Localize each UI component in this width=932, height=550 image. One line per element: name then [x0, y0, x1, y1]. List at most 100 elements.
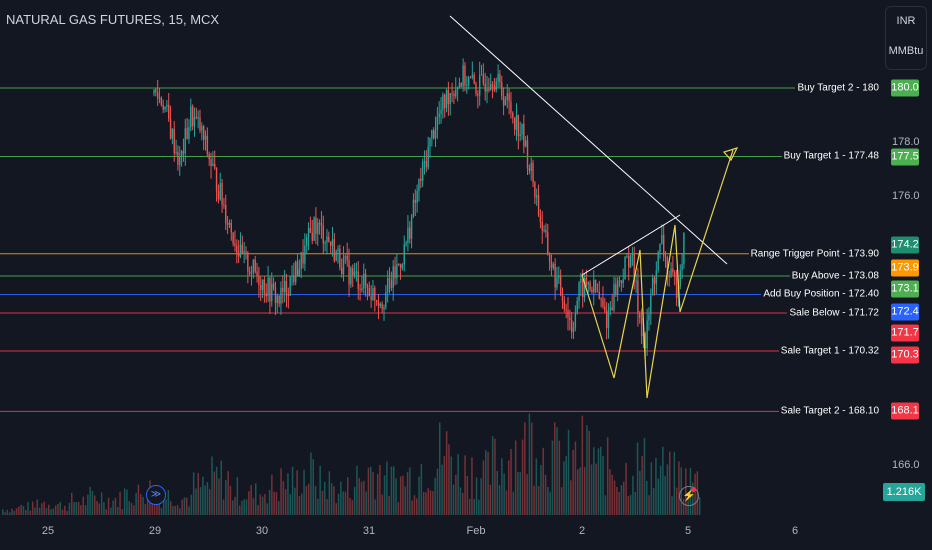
volume-bar: [547, 486, 549, 515]
candle-body: [530, 162, 532, 171]
candle-body: [504, 99, 507, 106]
trendline: [581, 214, 681, 276]
candle-body: [653, 278, 656, 284]
volume-bar: [579, 467, 581, 515]
volume-bar: [443, 456, 446, 515]
price-tag: 168.1: [891, 402, 919, 420]
candle-body: [536, 195, 538, 198]
candle-body: [206, 135, 209, 154]
volume-bar: [445, 431, 448, 515]
candle-body: [576, 300, 578, 313]
volume-bar: [289, 493, 291, 515]
volume-bar: [66, 510, 68, 515]
volume-bar: [103, 502, 105, 515]
candle-body: [364, 273, 367, 286]
volume-bar: [567, 429, 570, 515]
candle-body: [375, 300, 378, 302]
volume-bar: [406, 471, 409, 515]
volume-bar: [687, 497, 689, 515]
candle-body: [171, 128, 174, 139]
candle-body: [482, 74, 485, 84]
price-tag: 170.3: [891, 346, 919, 364]
volume-bar: [358, 478, 360, 515]
volume-bar: [627, 496, 630, 515]
measure-label: MMBtu: [888, 45, 924, 57]
candle-body: [490, 84, 492, 90]
candle-body: [517, 114, 520, 137]
volume-bar: [597, 448, 600, 515]
volume-bar: [52, 508, 55, 515]
volume-bar: [623, 481, 625, 515]
bolt-icon[interactable]: ⚡: [679, 486, 699, 506]
x-tick-label: 2: [578, 525, 586, 537]
x-tick-label: Feb: [466, 525, 486, 537]
volume-bar: [436, 468, 439, 515]
candle-body: [462, 65, 464, 87]
volume-bar: [498, 485, 501, 515]
level-label: Buy Target 2 - 180: [795, 82, 881, 94]
candle-body: [506, 93, 508, 100]
volume-bar: [554, 422, 556, 515]
candle-body: [493, 85, 496, 91]
candle-body: [486, 89, 488, 92]
volume-bar: [393, 466, 395, 515]
volume-bar: [220, 460, 222, 515]
candle-body: [567, 310, 569, 318]
volume-bar: [268, 489, 271, 515]
volume-bar: [510, 448, 512, 515]
volume-bar: [606, 437, 609, 515]
candle-body: [202, 126, 205, 140]
candle-body: [434, 129, 437, 139]
volume-bar: [583, 466, 586, 515]
candle-body: [283, 280, 286, 292]
volume-bar: [64, 505, 66, 515]
candle-body: [471, 74, 474, 78]
candle-body: [657, 252, 659, 271]
candle-body: [247, 252, 249, 272]
candle-body: [666, 257, 669, 276]
candle-body: [672, 268, 674, 273]
candle-body: [662, 234, 665, 257]
volume-bar: [250, 485, 252, 515]
volume-bar: [388, 495, 390, 515]
candle-body: [394, 266, 396, 278]
candle-body: [339, 248, 341, 268]
candle-body: [600, 298, 602, 300]
candle-body: [199, 117, 201, 131]
volume-bar: [252, 498, 255, 515]
volume-bar: [560, 487, 563, 515]
volume-bar: [432, 491, 434, 515]
candle-body: [271, 283, 273, 302]
candle-body: [188, 127, 190, 140]
candle-body: [337, 248, 339, 251]
volume-bar: [215, 466, 218, 515]
price-tag: 172.4: [891, 303, 919, 321]
volume-bar: [128, 501, 130, 515]
volume-bar: [535, 458, 538, 515]
volume-bar: [326, 499, 328, 515]
candle-body: [556, 277, 558, 288]
volume-bar: [379, 464, 381, 515]
volume-bar: [540, 465, 542, 515]
candle-body: [383, 307, 385, 310]
candle-body: [169, 118, 172, 139]
volume-bar: [278, 501, 280, 515]
unit-selector[interactable]: INR MMBtu: [885, 6, 927, 70]
volume-bar: [549, 491, 551, 515]
volume-bar: [404, 486, 406, 515]
volume-bar: [673, 451, 676, 515]
volume-bar: [112, 500, 114, 515]
replay-icon[interactable]: ≫: [146, 485, 166, 505]
candle-body: [289, 277, 291, 296]
volume-bar: [641, 456, 643, 515]
candle-body: [593, 279, 595, 293]
candle-body: [655, 270, 658, 284]
volume-bar: [395, 478, 397, 515]
candle-body: [405, 242, 407, 245]
volume-bar: [206, 482, 209, 515]
candle-body: [324, 242, 326, 244]
candle-body: [331, 239, 334, 246]
candle-body: [346, 256, 348, 261]
volume-bar: [287, 473, 289, 515]
